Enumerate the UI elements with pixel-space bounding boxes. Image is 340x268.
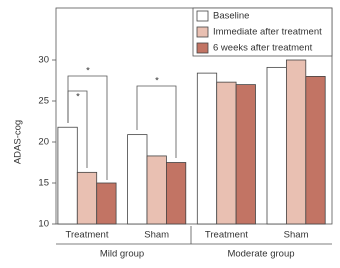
- bar: [266, 66, 287, 225]
- significance-star: *: [155, 76, 159, 87]
- legend-swatch: [196, 10, 209, 22]
- y-tick-label: 30: [38, 55, 49, 66]
- bar: [127, 134, 148, 225]
- y-tick-label: 15: [38, 178, 49, 189]
- x-tick-label: Sham: [144, 230, 169, 241]
- x-tick-label: Treatment: [66, 230, 109, 241]
- significance-brackets: [67, 75, 177, 180]
- significance-star: *: [86, 66, 90, 77]
- bar: [285, 59, 307, 225]
- significance-star: *: [76, 92, 80, 103]
- bar: [165, 162, 187, 225]
- bar: [76, 171, 98, 225]
- bar: [216, 81, 237, 225]
- legend-label: Baseline: [213, 11, 249, 22]
- legend-label: 6 weeks after treatment: [213, 43, 313, 54]
- bar: [196, 72, 218, 225]
- bar: [57, 126, 78, 225]
- y-tick-label: 20: [38, 137, 49, 148]
- legend-swatch: [196, 42, 209, 54]
- x-tick-label: Treatment: [205, 230, 248, 241]
- group-label: Moderate group: [227, 249, 294, 260]
- bar: [146, 155, 167, 225]
- bar: [305, 76, 326, 225]
- bar: [96, 182, 117, 225]
- group-label: Mild group: [100, 249, 144, 260]
- y-axis-label: ADAS-cog: [13, 120, 24, 164]
- bar: [235, 84, 256, 225]
- y-tick-label: 10: [38, 219, 49, 230]
- legend-label: Immediate after treatment: [213, 27, 322, 38]
- legend: [192, 7, 333, 57]
- y-tick-label: 25: [38, 96, 49, 107]
- legend-swatch: [196, 26, 209, 38]
- x-tick-label: Sham: [284, 230, 309, 241]
